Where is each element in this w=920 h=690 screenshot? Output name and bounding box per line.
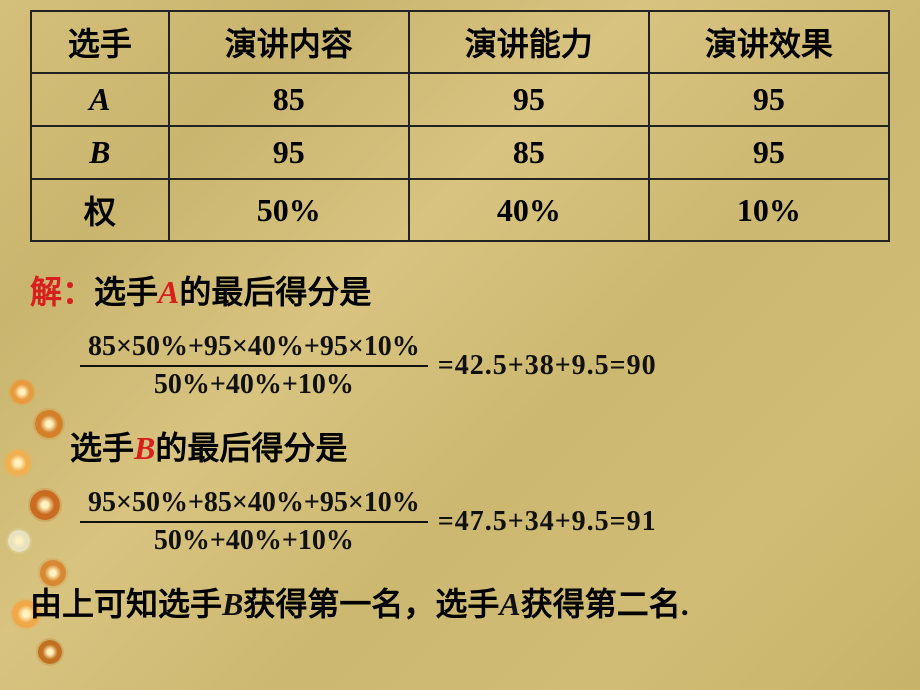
header-contestant: 选手 [31,11,169,73]
solution-line-b: 选手B的最后得分是 [70,423,890,469]
denominator-a: 50%+40%+10% [146,367,362,401]
rhs-b: =47.5+34+9.5=91 [438,506,657,538]
letter-a-plain: A [499,586,520,622]
text: 获得第二名. [521,586,689,622]
text: 的最后得分是 [155,430,347,466]
conclusion: 由上可知选手B获得第一名，选手A获得第二名. [30,579,890,625]
row-label-b: B [31,126,169,179]
letter-a: A [158,274,179,310]
cell: 85 [169,73,409,126]
text: 选手 [70,430,134,466]
text: 获得第一名，选手 [243,586,499,622]
cell: 50% [169,179,409,241]
cell: 95 [649,73,889,126]
cell: 10% [649,179,889,241]
text: 由上可知选手 [30,586,222,622]
cell: 95 [169,126,409,179]
solution-prefix: 解： [30,274,94,310]
row-label-weight: 权 [31,179,169,241]
text: 选手 [94,274,158,310]
header-content: 演讲内容 [169,11,409,73]
text: 的最后得分是 [179,274,371,310]
denominator-b: 50%+40%+10% [146,523,362,557]
cell: 95 [649,126,889,179]
table-row-weight: 权 50% 40% 10% [31,179,889,241]
letter-b: B [134,430,155,466]
rhs-a: =42.5+38+9.5=90 [438,350,657,382]
row-label-a: A [31,73,169,126]
table-row-a: A 85 95 95 [31,73,889,126]
cell: 95 [409,73,649,126]
fraction-b: 95×50%+85×40%+95×10% 50%+40%+10% [80,487,428,557]
cell: 85 [409,126,649,179]
numerator-a: 85×50%+95×40%+95×10% [80,331,428,365]
numerator-b: 95×50%+85×40%+95×10% [80,487,428,521]
fraction-a: 85×50%+95×40%+95×10% 50%+40%+10% [80,331,428,401]
score-table: 选手 演讲内容 演讲能力 演讲效果 A 85 95 95 B 95 85 95 … [30,10,890,242]
slide-content: 选手 演讲内容 演讲能力 演讲效果 A 85 95 95 B 95 85 95 … [30,10,890,625]
cell: 40% [409,179,649,241]
equation-a: 85×50%+95×40%+95×10% 50%+40%+10% =42.5+3… [80,331,890,401]
equation-b: 95×50%+85×40%+95×10% 50%+40%+10% =47.5+3… [80,487,890,557]
letter-b-plain: B [222,586,243,622]
table-row-b: B 95 85 95 [31,126,889,179]
solution-line-a: 解：选手A的最后得分是 [30,267,890,313]
header-effect: 演讲效果 [649,11,889,73]
table-header-row: 选手 演讲内容 演讲能力 演讲效果 [31,11,889,73]
header-ability: 演讲能力 [409,11,649,73]
